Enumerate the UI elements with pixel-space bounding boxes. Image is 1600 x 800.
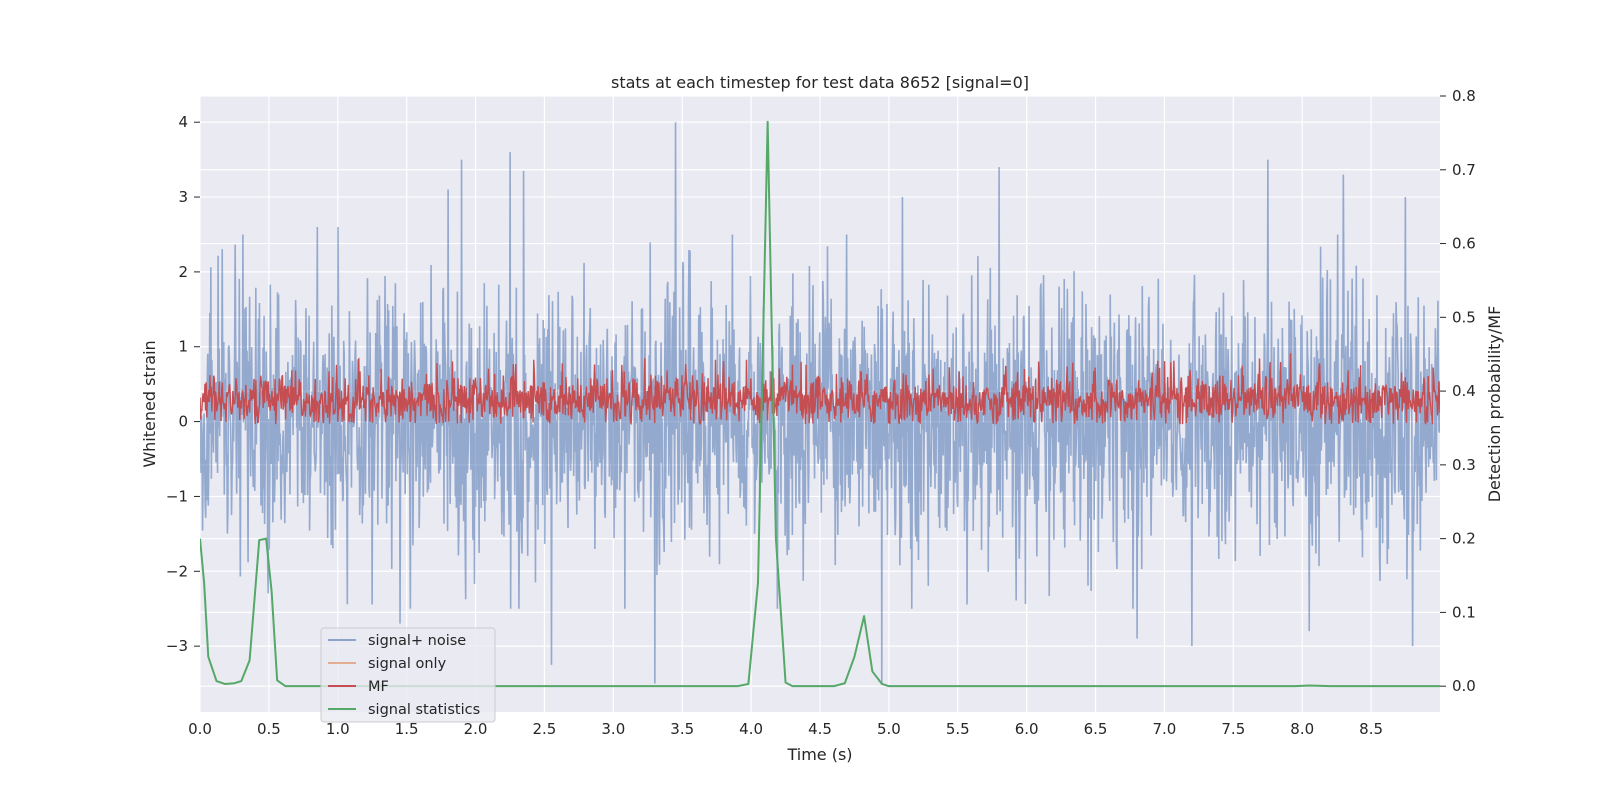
x-tick-label: 5.5 [946, 720, 970, 738]
y-tick-label: −2 [166, 562, 188, 580]
x-tick-label: 8.5 [1359, 720, 1383, 738]
y-tick-label: 1 [178, 338, 188, 356]
y2-tick-label: 0.0 [1452, 677, 1476, 695]
plot-area [200, 120, 1440, 688]
x-tick-label: 7.0 [1153, 720, 1177, 738]
mf-series [200, 353, 1440, 426]
x-tick-label: 7.5 [1221, 720, 1245, 738]
legend-label-signal-noise: signal+ noise [368, 633, 466, 649]
x-tick-label: 8.0 [1290, 720, 1314, 738]
legend-frame [320, 627, 496, 723]
y2-tick-label: 0.6 [1452, 235, 1476, 253]
y-axis-label: Whitened strain [140, 340, 159, 467]
x-tick-label: 6.5 [1084, 720, 1108, 738]
y2-tick-label: 0.1 [1452, 603, 1476, 621]
chart-title: stats at each timestep for test data 865… [611, 73, 1029, 92]
y-tick-label: 2 [178, 263, 188, 281]
x-axis-ticks: 0.0 0.5 1.0 1.5 2.0 2.5 3.0 3.5 4.0 4.5 5.0 5.5 6.0 6… [188, 720, 1383, 738]
y2-tick-label: 0.2 [1452, 530, 1476, 548]
y2-tick-label: 0.3 [1452, 456, 1476, 474]
x-tick-label: 4.0 [739, 720, 763, 738]
x-tick-label: 2.5 [533, 720, 557, 738]
x-tick-label: 6.0 [1015, 720, 1039, 738]
y2-tick-label: 0.7 [1452, 161, 1476, 179]
x-tick-label: 0.0 [188, 720, 212, 738]
legend-label-mf: MF [368, 679, 389, 695]
signal-statistics-line [200, 120, 1440, 688]
y-tick-label: −1 [166, 487, 188, 505]
y-tick-label: 4 [178, 113, 188, 131]
signal-statistics-series [200, 120, 1440, 688]
x-tick-label: 2.0 [464, 720, 488, 738]
x-tick-label: 3.5 [670, 720, 694, 738]
legend-label-signal-statistics: signal statistics [368, 702, 480, 718]
legend: signal+ noise signal only MF signal stat… [320, 627, 496, 723]
legend-label-signal-only: signal only [368, 656, 447, 672]
y-axis-ticks: −3 −2 −1 0 1 2 3 4 [166, 113, 200, 655]
x-axis-label: Time (s) [786, 745, 852, 764]
y-tick-label: 3 [178, 188, 188, 206]
x-tick-label: 3.0 [601, 720, 625, 738]
y-tick-label: −3 [166, 637, 188, 655]
x-tick-label: 5.0 [877, 720, 901, 738]
y-tick-label: 0 [178, 413, 188, 431]
x-tick-label: 1.0 [326, 720, 350, 738]
mf-line [200, 353, 1440, 426]
y2-axis-ticks: 0.0 0.1 0.2 0.3 0.4 0.5 0.6 0.7 0.8 [1440, 87, 1476, 695]
x-tick-label: 1.5 [395, 720, 419, 738]
x-tick-label: 0.5 [257, 720, 281, 738]
y2-tick-label: 0.5 [1452, 308, 1476, 326]
y2-axis-label: Detection probability/MF [1485, 306, 1504, 503]
y2-tick-label: 0.4 [1452, 382, 1476, 400]
y2-tick-label: 0.8 [1452, 87, 1476, 105]
x-tick-label: 4.5 [808, 720, 832, 738]
